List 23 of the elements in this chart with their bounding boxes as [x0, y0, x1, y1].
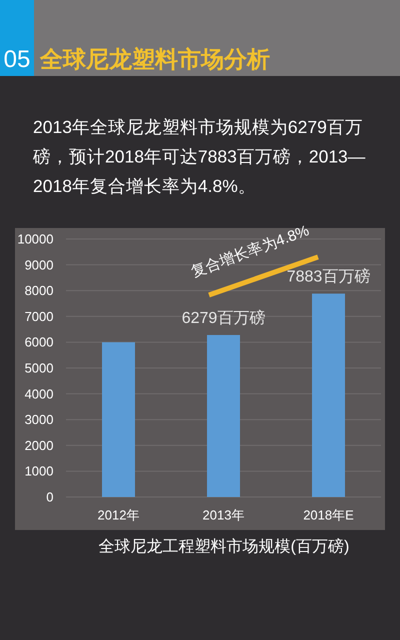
y-tick-label: 2000 — [24, 438, 54, 453]
y-tick-label: 10000 — [17, 232, 54, 246]
x-tick-label: 2012年 — [98, 508, 140, 522]
chart-subtitle: 2013年全球尼龙塑料市场规模为6279百万磅，预计2018年可达7883百万磅，2013—2018年复合增长率为4.8%。 — [32, 117, 366, 196]
y-tick-label: 4000 — [24, 386, 54, 402]
y-tick-label: 7000 — [24, 308, 54, 324]
data-label: 6279百万磅 — [182, 309, 266, 327]
y-tick-label: 8000 — [24, 283, 54, 298]
x-axis-title: 全球尼龙工程塑料市场规模(百万磅) — [98, 538, 350, 556]
bar — [207, 335, 240, 497]
y-tick-label: 9000 — [24, 257, 54, 272]
text: 05 — [4, 46, 30, 73]
bar — [102, 342, 135, 497]
x-tick-label: 2013年 — [202, 508, 244, 522]
bar — [312, 294, 345, 497]
y-tick-label: 1000 — [24, 464, 54, 479]
y-tick-label: 5000 — [24, 360, 54, 376]
y-tick-label: 6000 — [24, 334, 54, 350]
y-tick-label: 3000 — [24, 412, 54, 428]
chart-title: 全球尼龙塑料市场分析 — [39, 46, 270, 72]
data-label: 7883百万磅 — [286, 268, 370, 286]
x-tick-label: 2018年E — [303, 508, 354, 522]
y-tick-label: 0 — [46, 490, 54, 504]
